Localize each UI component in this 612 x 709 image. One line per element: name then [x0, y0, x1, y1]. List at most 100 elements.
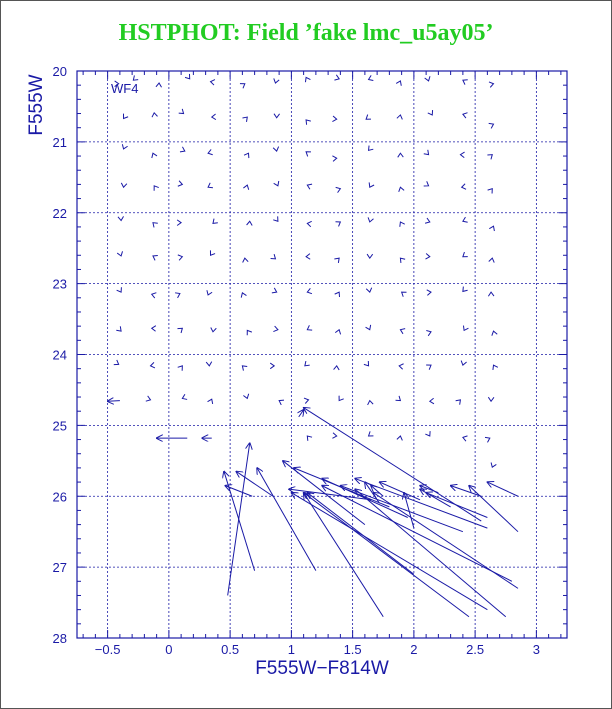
residual-marker [428, 397, 435, 405]
residual-marker [334, 328, 342, 335]
residual-marker [305, 253, 311, 260]
y-tick-label: 21 [53, 135, 67, 150]
residual-marker [207, 182, 213, 189]
residual-marker [116, 326, 122, 332]
residual-marker [334, 74, 340, 81]
x-tick-label: 0 [165, 642, 172, 657]
residual-marker [243, 393, 250, 400]
residual-marker [153, 185, 159, 191]
residual-marker [122, 113, 129, 120]
residual-marker [424, 217, 431, 224]
residual-marker [209, 79, 216, 86]
residual-marker [270, 253, 277, 260]
residual-marker [367, 145, 374, 152]
residual-vector [420, 486, 439, 494]
residual-marker [395, 395, 402, 402]
residual-vector [469, 486, 519, 533]
residual-marker [272, 146, 280, 152]
residual-vector [307, 493, 415, 575]
residual-marker [399, 328, 406, 335]
residual-marker [334, 257, 340, 264]
x-tick-label: 3 [533, 642, 540, 657]
residual-marker [462, 251, 468, 258]
x-tick-label: 2.5 [466, 642, 484, 657]
residual-marker [239, 83, 246, 89]
residual-marker [121, 144, 128, 150]
residual-marker [484, 436, 491, 443]
residual-marker [177, 180, 184, 187]
residual-vector [291, 493, 488, 611]
residual-marker [365, 287, 373, 293]
residual-marker [177, 327, 184, 334]
residual-marker [242, 116, 248, 122]
residual-marker [488, 257, 495, 263]
residual-vector [225, 486, 253, 497]
residual-marker [151, 152, 158, 159]
residual-vector [373, 493, 519, 589]
residual-marker [181, 394, 188, 400]
residual-marker [243, 184, 250, 190]
residual-vector [404, 493, 415, 529]
residual-vector [108, 401, 120, 402]
residual-marker [116, 287, 122, 293]
residual-marker [462, 112, 468, 119]
residual-marker [150, 292, 157, 299]
y-tick-label: 28 [53, 631, 67, 646]
residual-marker [366, 253, 374, 259]
residual-vector [236, 471, 274, 497]
residual-marker [489, 225, 495, 232]
residual-marker [488, 81, 495, 88]
residual-marker [426, 289, 432, 296]
residual-marker [273, 325, 279, 332]
residual-marker [113, 359, 120, 366]
residual-marker [155, 82, 162, 88]
y-tick-label: 20 [53, 64, 67, 79]
residual-marker [490, 462, 497, 469]
residual-marker [242, 257, 249, 263]
residual-marker [306, 220, 312, 228]
residual-marker [338, 395, 344, 402]
x-tick-label: 2 [410, 642, 417, 657]
residual-marker [395, 80, 402, 86]
residual-marker [367, 399, 374, 406]
residual-vector [322, 486, 513, 582]
x-axis-label: F555W−F814W [255, 658, 389, 679]
residual-marker [116, 251, 123, 257]
residual-marker [149, 362, 156, 369]
residual-vector [380, 482, 421, 501]
residual-marker [246, 220, 253, 226]
x-tick-label: 1.5 [344, 642, 362, 657]
residual-marker [306, 183, 313, 190]
residual-marker [241, 365, 248, 371]
x-tick-label: 0.5 [221, 642, 239, 657]
residual-marker [210, 327, 217, 333]
residual-marker [303, 397, 310, 404]
residual-marker [397, 152, 404, 158]
residual-marker [398, 186, 405, 192]
residual-marker [243, 152, 250, 159]
y-tick-label: 27 [53, 560, 67, 575]
residual-marker [487, 291, 495, 297]
residual-vector [304, 493, 384, 618]
residual-marker [306, 435, 313, 441]
residual-vector [365, 482, 380, 504]
residual-marker [150, 325, 157, 332]
residual-marker [273, 216, 279, 222]
chart-title: HSTPHOT: Field ’fake lmc_u5ay05’ [118, 20, 494, 46]
residual-marker [332, 115, 338, 122]
residual-marker [209, 250, 216, 256]
y-tick-label: 25 [53, 418, 67, 433]
residual-vector [371, 486, 384, 497]
y-axis-label: F555W [26, 74, 47, 135]
residual-marker [332, 155, 338, 162]
residual-marker [367, 217, 374, 223]
residual-marker [177, 254, 184, 261]
residual-marker [335, 221, 342, 227]
residual-marker [305, 119, 311, 125]
residual-marker [487, 187, 493, 194]
residual-vector [299, 410, 304, 418]
residual-marker [491, 330, 498, 336]
residual-marker [427, 110, 434, 116]
residual-marker [206, 290, 213, 296]
residual-marker [120, 182, 128, 189]
